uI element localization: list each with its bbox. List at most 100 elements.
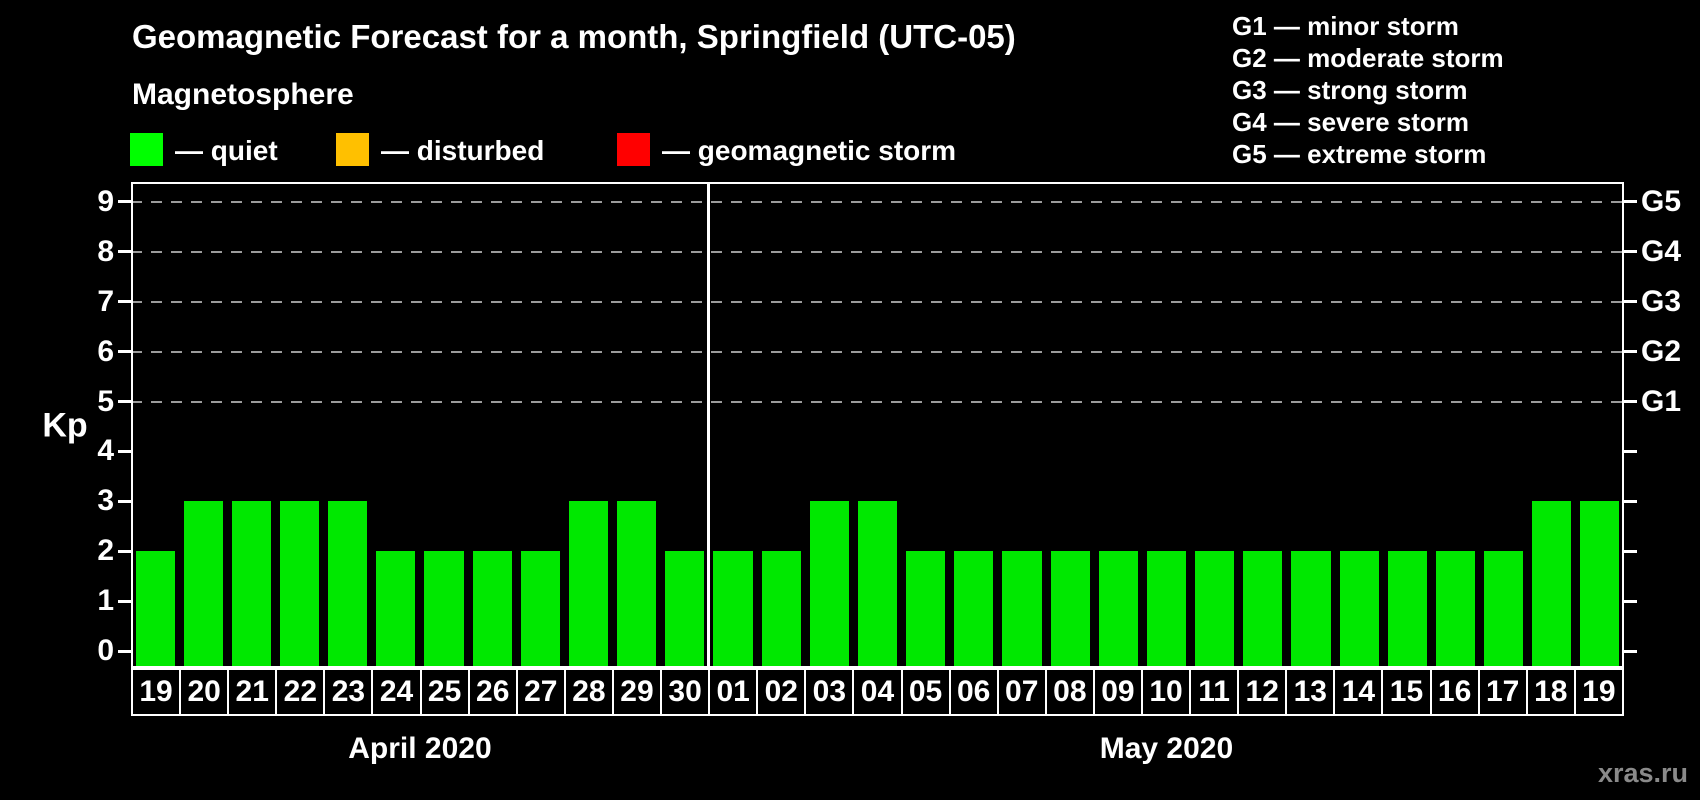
y-axis-tick-left-7 xyxy=(118,300,131,304)
y-tick-label-3: 3 xyxy=(97,484,114,518)
kp-bar-15 xyxy=(1387,551,1427,668)
kp-bar-07 xyxy=(1002,551,1042,668)
day-label-cell: 01 xyxy=(708,668,759,716)
day-label-cell: 18 xyxy=(1525,668,1576,716)
storm-legend-line-5: G5 — extreme storm xyxy=(1232,139,1487,169)
kp-bar-17 xyxy=(1484,551,1524,668)
kp-bar-25 xyxy=(424,551,464,668)
kp-bar-10 xyxy=(1146,551,1187,668)
day-label-cell: 19 xyxy=(131,668,182,716)
y-axis-tick-right-4 xyxy=(1624,449,1637,453)
y-axis-tick-left-4 xyxy=(118,449,131,453)
y-axis-tick-left-0 xyxy=(118,649,131,653)
day-label-cell: 16 xyxy=(1429,668,1480,716)
day-label-cell: 30 xyxy=(660,668,711,716)
kp-bar-06 xyxy=(954,551,994,668)
day-label-cell: 25 xyxy=(419,668,470,716)
day-label-cell: 22 xyxy=(275,668,326,716)
kp-bar-02 xyxy=(761,551,801,668)
kp-bar-14 xyxy=(1339,551,1379,668)
y-tick-label-4: 4 xyxy=(97,434,114,468)
y-tick-label-9: 9 xyxy=(97,184,114,218)
y-axis-tick-left-2 xyxy=(118,549,131,553)
legend-label-disturbed: — disturbed xyxy=(381,135,545,166)
kp-bar-19 xyxy=(135,551,175,668)
day-label-cell: 13 xyxy=(1285,668,1336,716)
legend-label-geomagnetic-storm: — geomagnetic storm xyxy=(662,135,957,166)
day-label-cell: 07 xyxy=(996,668,1047,716)
day-label-cell: 29 xyxy=(611,668,663,716)
kp-bar-09 xyxy=(1098,551,1138,668)
x-axis-day-labels: 19 20 21 22 23 24 25 26 27 28 29 30 01 02 03 04 05 06 07 08… xyxy=(131,668,1624,716)
y-axis-tick-right-8 xyxy=(1624,250,1637,254)
day-label-cell: 02 xyxy=(756,668,807,716)
legend-label-quiet: — quiet xyxy=(175,135,278,166)
y-tick-label-2: 2 xyxy=(97,534,114,568)
kp-bar-12 xyxy=(1243,551,1283,668)
kp-bar-01 xyxy=(713,551,753,668)
y-axis-tick-right-6 xyxy=(1624,350,1637,354)
storm-legend-line-4: G4 — severe storm xyxy=(1232,107,1470,137)
day-label-cell: 12 xyxy=(1237,668,1288,716)
chart-title: Geomagnetic Forecast for a month, Spring… xyxy=(132,18,1016,55)
magnetosphere-legend-title: Magnetosphere xyxy=(132,78,354,111)
g-scale-label-G2: G2 xyxy=(1641,334,1682,368)
storm-scale-legend: G1 — minor storm G2 — moderate storm G3 — … xyxy=(1232,10,1504,170)
storm-legend-line-1: G1 — minor storm xyxy=(1232,11,1459,41)
gridline-kp6 xyxy=(131,350,1624,353)
day-label-cell: 19 xyxy=(1573,668,1624,716)
day-label-cell: 03 xyxy=(804,668,855,716)
y-axis-tick-right-7 xyxy=(1624,300,1637,304)
kp-bar-22 xyxy=(279,501,320,668)
day-label-cell: 26 xyxy=(467,668,518,716)
day-label-cell: 06 xyxy=(948,668,999,716)
plot-area xyxy=(131,182,1624,668)
gridline-kp5 xyxy=(131,400,1624,403)
legend-chip-quiet xyxy=(130,133,163,166)
storm-legend-line-2: G2 — moderate storm xyxy=(1232,43,1504,73)
kp-bar-03 xyxy=(809,501,849,668)
kp-bar-05 xyxy=(906,551,946,668)
day-label-cell: 05 xyxy=(900,668,951,716)
legend-chip-geomagnetic-storm xyxy=(617,133,650,166)
y-axis-tick-left-1 xyxy=(118,599,131,603)
gridline-kp8 xyxy=(131,250,1624,253)
g-scale-label-G4: G4 xyxy=(1641,234,1682,268)
gridline-kp9 xyxy=(131,200,1624,203)
y-axis-tick-right-3 xyxy=(1624,499,1637,503)
month-label-1: May 2020 xyxy=(1099,732,1234,765)
kp-bar-29 xyxy=(617,501,657,668)
month-label-0: April 2020 xyxy=(348,732,492,765)
day-label-cell: 24 xyxy=(371,668,422,716)
y-axis-tick-right-1 xyxy=(1624,599,1637,603)
day-label-cell: 08 xyxy=(1044,668,1095,716)
day-label-cell: 17 xyxy=(1477,668,1528,716)
y-tick-label-6: 6 xyxy=(97,334,114,368)
kp-bar-24 xyxy=(376,551,416,668)
y-axis-tick-left-9 xyxy=(118,200,131,204)
kp-bar-11 xyxy=(1195,551,1235,668)
day-label-cell: 21 xyxy=(227,668,278,716)
g-scale-label-G3: G3 xyxy=(1641,284,1682,318)
day-label-cell: 14 xyxy=(1333,668,1384,716)
kp-bar-19 xyxy=(1580,501,1620,668)
y-tick-label-0: 0 xyxy=(97,634,114,668)
y-tick-label-5: 5 xyxy=(97,384,114,418)
kp-bar-13 xyxy=(1291,551,1331,668)
g-scale-label-G1: G1 xyxy=(1641,384,1682,418)
legend-chip-disturbed xyxy=(336,133,369,166)
day-label-cell: 23 xyxy=(323,668,374,716)
kp-bar-04 xyxy=(857,501,898,668)
day-label-cell: 09 xyxy=(1092,668,1143,716)
day-label-cell: 11 xyxy=(1189,668,1240,716)
day-label-cell: 04 xyxy=(852,668,903,716)
kp-bar-16 xyxy=(1435,551,1475,668)
gridline-kp7 xyxy=(131,300,1624,303)
y-axis-tick-right-5 xyxy=(1624,400,1637,404)
kp-bar-30 xyxy=(665,551,705,668)
day-label-cell: 27 xyxy=(515,668,566,716)
y-axis-tick-left-3 xyxy=(118,499,131,503)
y-axis-title: Kp xyxy=(42,406,88,445)
kp-bar-18 xyxy=(1532,501,1572,668)
